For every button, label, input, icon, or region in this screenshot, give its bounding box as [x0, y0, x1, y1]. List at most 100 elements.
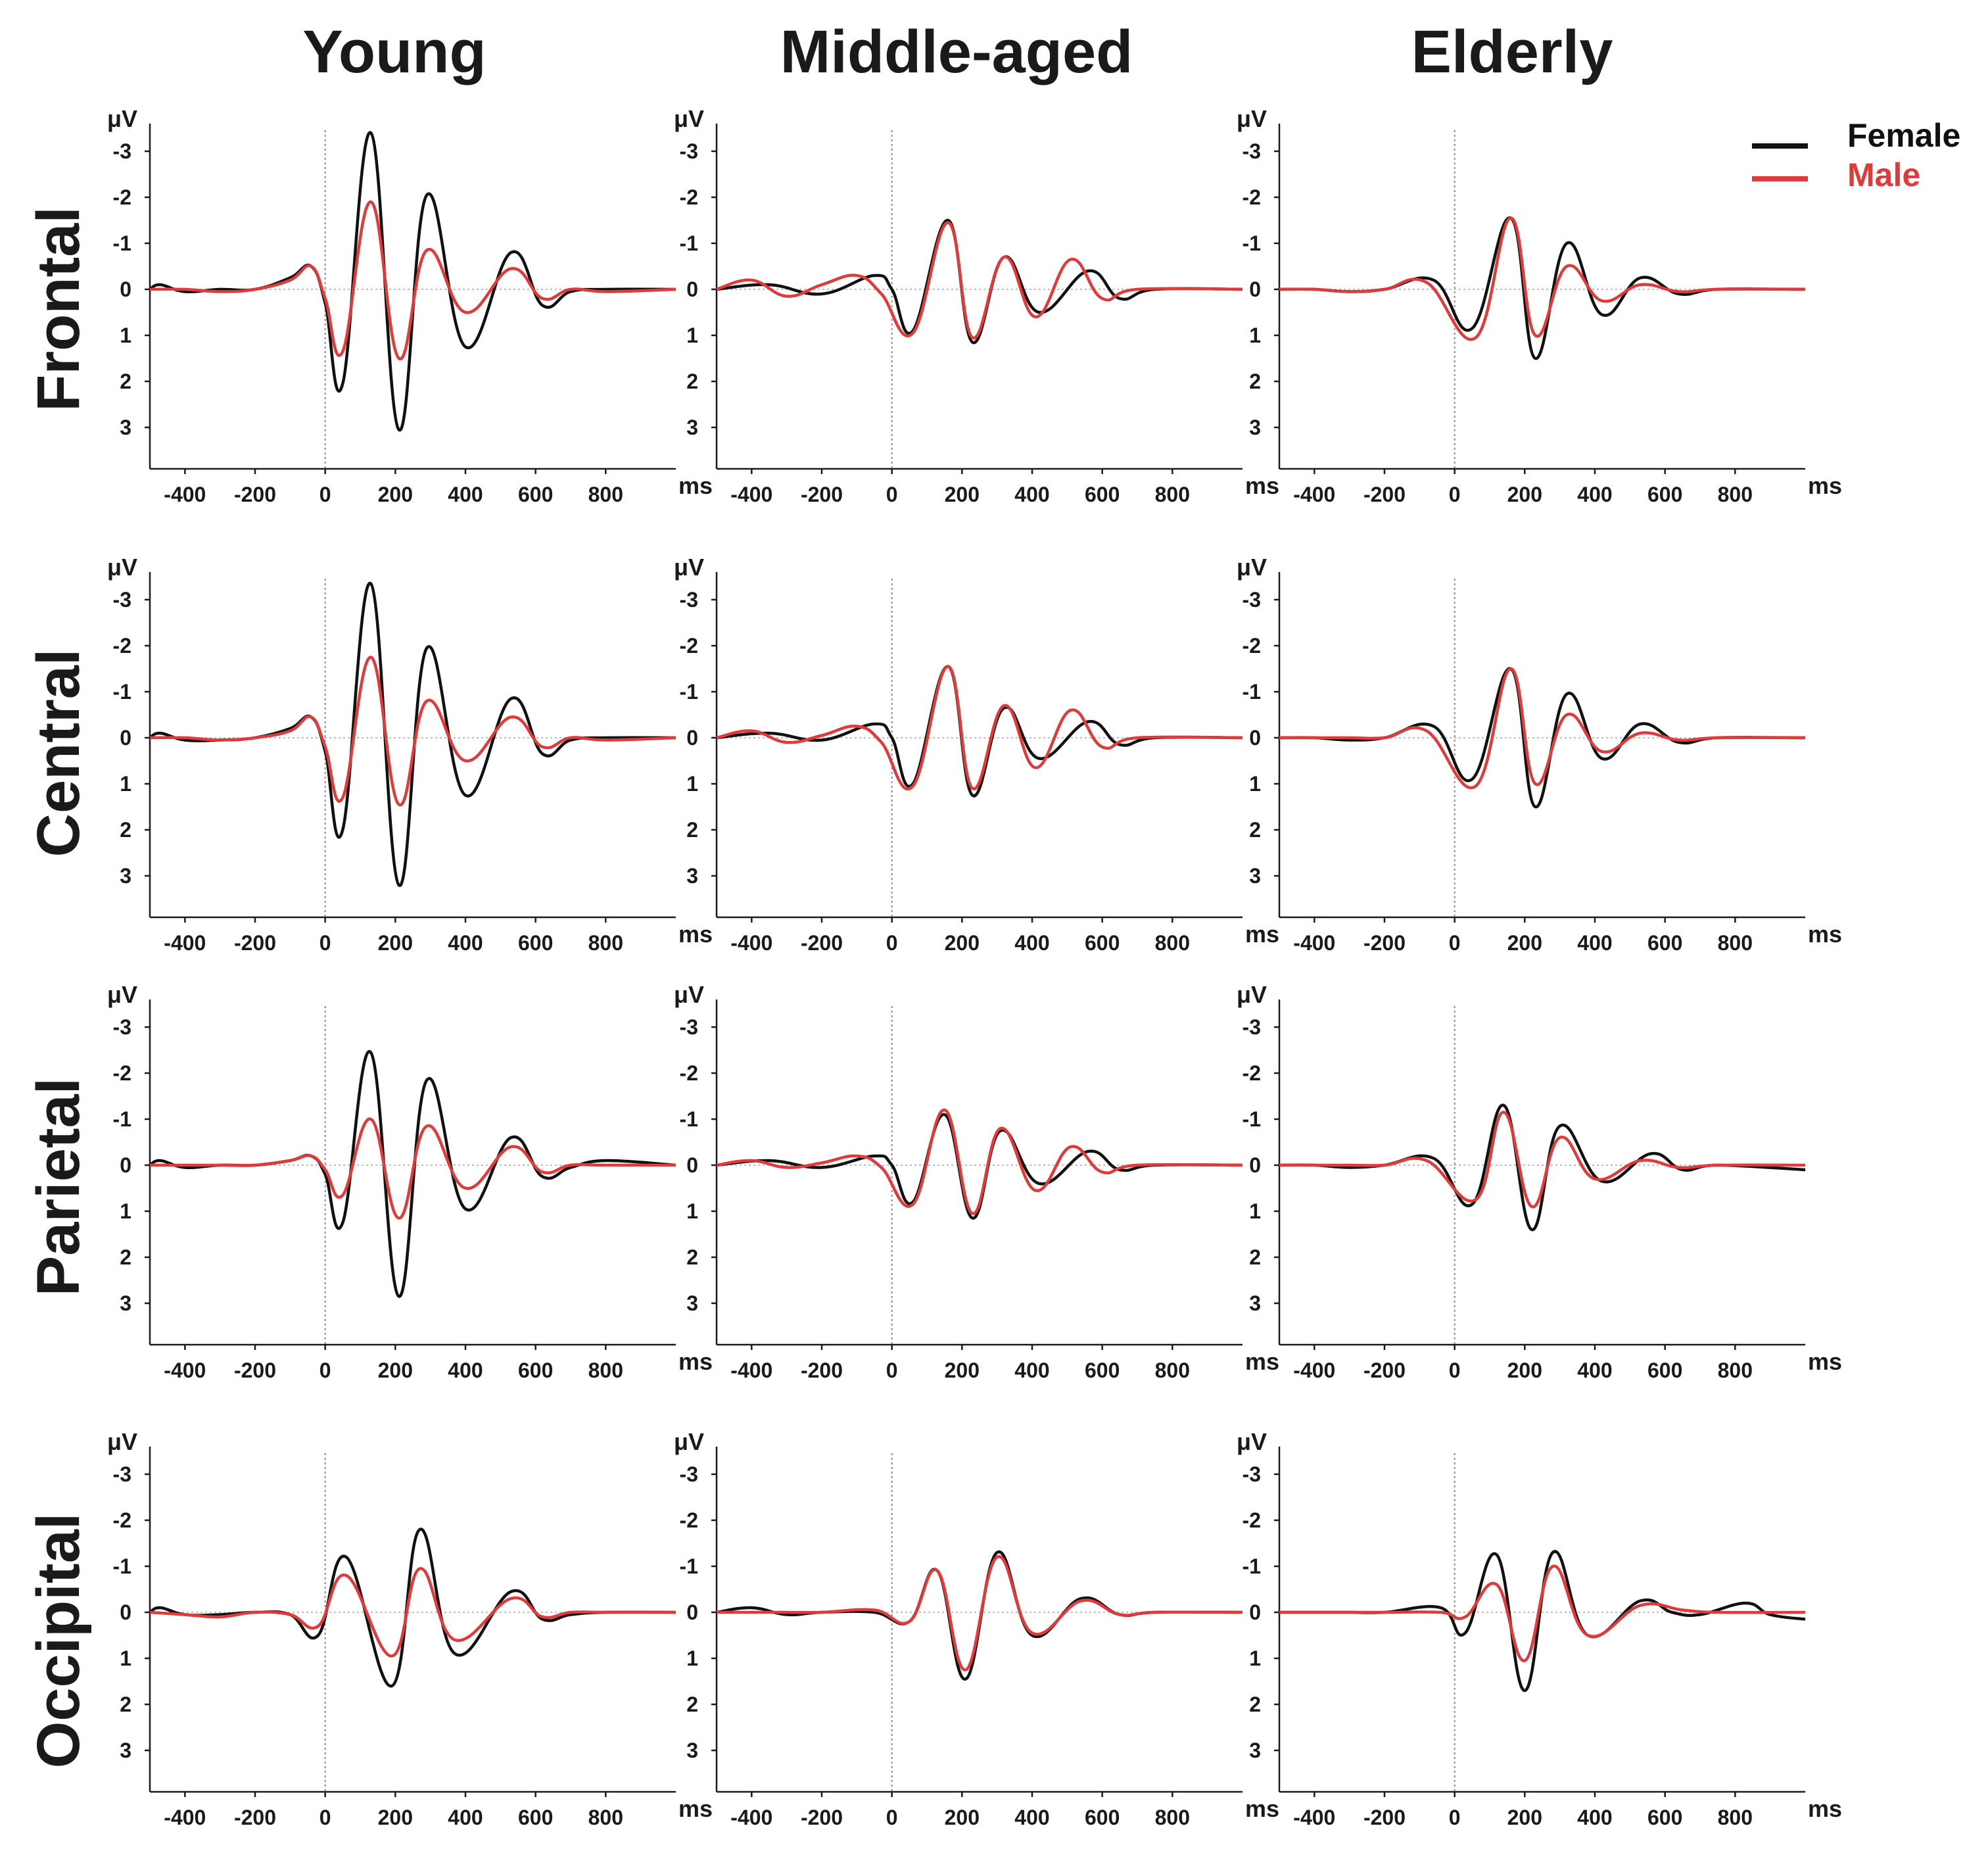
y-tick-label: -1	[113, 1107, 131, 1131]
y-tick-label: -1	[113, 1554, 131, 1578]
y-tick-label: 3	[120, 1291, 131, 1315]
x-tick-label: 200	[1507, 1358, 1542, 1382]
x-tick-label: 400	[448, 483, 483, 506]
x-tick-label: -200	[801, 1358, 843, 1382]
x-tick-label: 400	[1577, 483, 1612, 506]
panel-frontal-middle-aged: μV -3 -2 -1 0 1 2 3 -400 -200 0 200 400 600 800 ms	[674, 105, 1279, 506]
y-tick-label: -3	[1242, 1015, 1261, 1039]
y-tick-label: 2	[1249, 1245, 1261, 1269]
series-male-line	[149, 200, 676, 360]
y-tick-label: -1	[680, 1107, 698, 1131]
x-tick-label: 200	[378, 483, 413, 506]
x-tick-label: -400	[1293, 1358, 1335, 1382]
x-tick-label: 600	[518, 931, 553, 955]
panel-frontal-young: μV -3 -2 -1 0 1 2 3 -400 -200 0 200 400 600 800 ms	[107, 105, 713, 506]
y-tick-label: 1	[686, 772, 698, 796]
x-tick-label: -400	[164, 483, 206, 506]
y-tick-label: 0	[120, 277, 131, 301]
y-tick-label: 3	[1249, 1739, 1261, 1762]
y-tick-label: -3	[113, 1462, 131, 1486]
x-tick-label: 200	[378, 1358, 413, 1382]
panel-parietal-young: μV -3 -2 -1 0 1 2 3 -400 -200 0 200 400 600 800 ms	[107, 981, 713, 1382]
series-female-line	[716, 218, 1243, 345]
x-tick-label: -400	[1293, 931, 1335, 955]
y-tick-label: -2	[113, 634, 131, 658]
row-title-frontal: Frontal	[25, 206, 92, 412]
y-tick-label: 3	[686, 1739, 698, 1762]
series-male-line	[1279, 667, 1806, 790]
series-female-line	[1279, 1550, 1806, 1693]
y-tick-label: 2	[686, 1693, 698, 1716]
y-tick-label: -3	[113, 1015, 131, 1039]
y-tick-label: -3	[113, 588, 131, 612]
x-unit-label: ms	[678, 472, 713, 499]
y-tick-label: -3	[680, 1462, 698, 1486]
y-tick-label: 2	[1249, 818, 1261, 842]
x-tick-label: 0	[320, 483, 331, 506]
y-tick-label: -2	[680, 634, 698, 658]
x-unit-label: ms	[1245, 921, 1279, 948]
x-tick-label: 0	[886, 483, 898, 506]
x-tick-label: 200	[1507, 931, 1542, 955]
y-tick-label: -2	[1242, 185, 1261, 209]
y-tick-label: 3	[686, 864, 698, 888]
y-tick-label: -2	[680, 1061, 698, 1085]
y-tick-label: 1	[1249, 1199, 1261, 1223]
x-tick-label: -400	[164, 931, 206, 955]
panel-central-middle-aged: μV -3 -2 -1 0 1 2 3 -400 -200 0 200 400 600 800 ms	[674, 554, 1279, 955]
x-unit-label: ms	[678, 921, 713, 948]
y-unit-label: μV	[1237, 1428, 1267, 1455]
x-tick-label: 600	[1085, 483, 1120, 506]
y-tick-label: 2	[1249, 370, 1261, 393]
y-tick-label: 0	[686, 277, 698, 301]
x-tick-label: 0	[1449, 1806, 1461, 1829]
x-tick-label: 800	[1155, 931, 1190, 955]
y-tick-label: 2	[686, 370, 698, 393]
y-tick-label: -3	[680, 1015, 698, 1039]
y-unit-label: μV	[1237, 554, 1267, 581]
x-tick-label: 400	[1577, 931, 1612, 955]
x-unit-label: ms	[678, 1795, 713, 1822]
series-male-line	[717, 1555, 1243, 1671]
x-tick-label: 400	[1014, 1358, 1049, 1382]
series-male-line	[149, 656, 676, 807]
x-tick-label: 0	[886, 931, 898, 955]
y-unit-label: μV	[1237, 105, 1267, 132]
y-unit-label: μV	[674, 554, 704, 581]
series-male-line	[149, 1567, 676, 1658]
x-tick-label: 800	[1718, 1806, 1753, 1829]
y-tick-label: -1	[680, 1554, 698, 1578]
y-tick-label: 1	[1249, 324, 1261, 347]
y-tick-label: -1	[1242, 1554, 1261, 1578]
y-tick-label: 3	[120, 1739, 131, 1762]
y-unit-label: μV	[674, 105, 704, 132]
y-tick-label: 1	[1249, 1647, 1261, 1670]
y-tick-label: -1	[680, 680, 698, 704]
y-tick-label: 0	[1249, 1153, 1261, 1177]
x-tick-label: -400	[164, 1806, 206, 1829]
x-tick-label: 200	[945, 1806, 980, 1829]
x-tick-label: 0	[1449, 931, 1461, 955]
x-tick-label: 200	[945, 1358, 980, 1382]
x-tick-label: 800	[1718, 483, 1753, 506]
x-tick-label: -200	[234, 931, 276, 955]
y-unit-label: μV	[107, 554, 137, 581]
y-tick-label: -1	[1242, 1107, 1261, 1131]
y-tick-label: -2	[113, 1061, 131, 1085]
y-tick-label: 0	[686, 726, 698, 750]
x-tick-label: -200	[234, 1806, 276, 1829]
y-tick-label: -1	[1242, 231, 1261, 255]
x-tick-label: 0	[320, 1358, 331, 1382]
series-female-line	[1279, 1103, 1806, 1232]
x-tick-label: -400	[164, 1358, 206, 1382]
y-tick-label: 1	[686, 1199, 698, 1223]
y-tick-label: 0	[1249, 726, 1261, 750]
y-tick-label: 1	[686, 1647, 698, 1670]
x-tick-label: 400	[1014, 931, 1049, 955]
x-tick-label: 600	[1085, 931, 1120, 955]
x-tick-label: 400	[448, 1806, 483, 1829]
x-tick-label: 600	[1647, 1806, 1682, 1829]
series-female-line	[149, 1527, 676, 1688]
x-tick-label: 800	[588, 931, 623, 955]
